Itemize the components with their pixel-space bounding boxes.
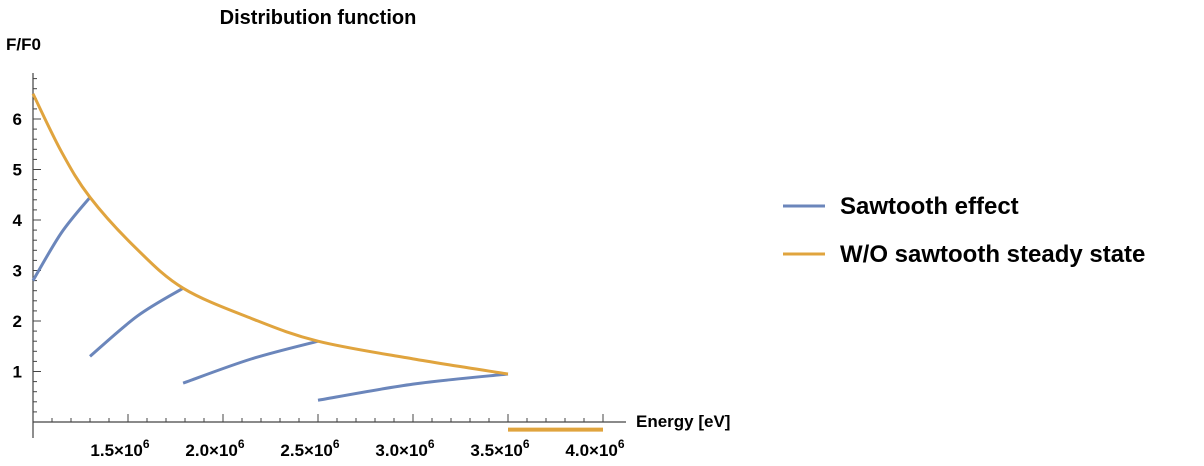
series-line-sawtooth-1 <box>90 288 183 356</box>
x-ticks: 1.5×106 2.0×106 2.5×106 3.0×106 3.5×106 4.0×1… <box>52 414 625 460</box>
x-tick-label: 2.0×106 <box>185 437 244 460</box>
y-axis-label: F/F0 <box>6 35 41 54</box>
x-tick-label: 2.5×106 <box>280 437 339 460</box>
y-tick-label: 3 <box>13 262 22 281</box>
x-tick-label: 4.0×106 <box>565 437 624 460</box>
series-lines <box>33 94 603 430</box>
x-tick-label: 3.0×106 <box>375 437 434 460</box>
series-line-steady-state-0 <box>33 94 508 374</box>
legend-label-0: Sawtooth effect <box>840 193 1019 220</box>
chart-title: Distribution function <box>220 7 417 29</box>
y-tick-label: 2 <box>13 312 22 331</box>
x-tick-label: 3.5×106 <box>470 437 529 460</box>
legend: Sawtooth effect W/O sawtooth steady state <box>783 193 1145 268</box>
y-ticks: 1 2 3 4 5 6 <box>13 79 41 412</box>
y-tick-label: 6 <box>13 110 22 129</box>
y-tick-label: 4 <box>13 211 23 230</box>
series-line-sawtooth-3 <box>318 374 508 400</box>
series-line-sawtooth-0 <box>33 197 90 280</box>
y-tick-label: 1 <box>13 363 22 382</box>
legend-label-1: W/O sawtooth steady state <box>840 241 1145 268</box>
x-tick-label: 1.5×106 <box>90 437 149 460</box>
y-tick-label: 5 <box>13 161 22 180</box>
x-axis-label: Energy [eV] <box>636 412 730 431</box>
series-line-sawtooth-2 <box>183 341 318 383</box>
